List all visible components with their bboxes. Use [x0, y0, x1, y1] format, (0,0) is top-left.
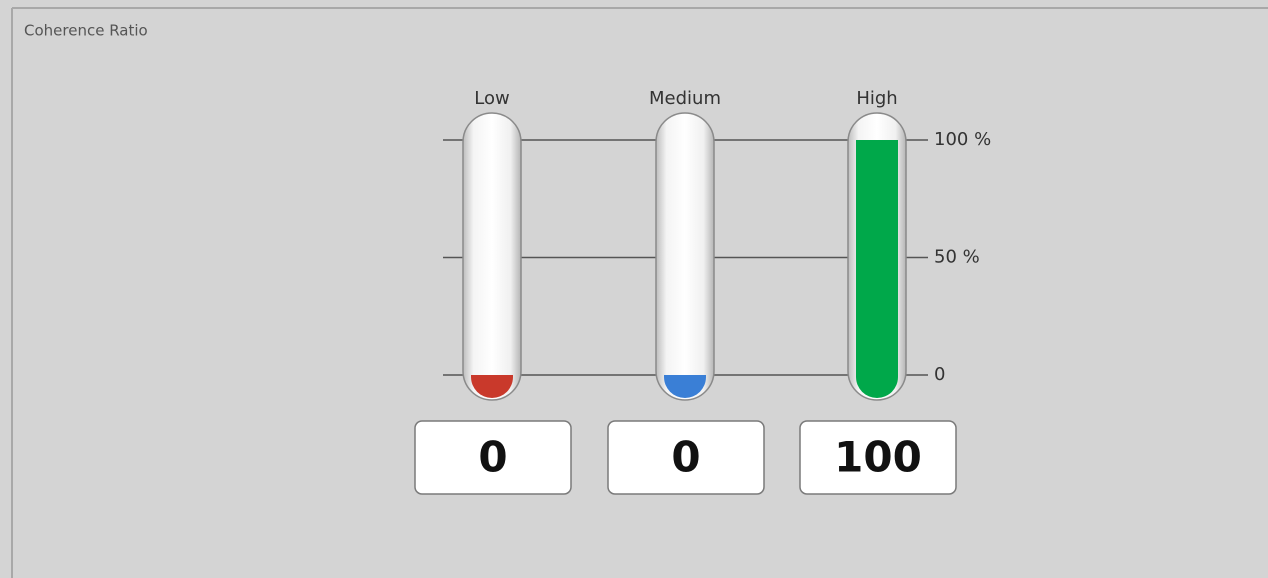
bar: [856, 140, 898, 398]
value-box: [607, 420, 765, 495]
value-label: 0: [671, 433, 700, 482]
y-tick-label: 0: [934, 364, 945, 385]
bar: [471, 375, 513, 398]
category-label: Low: [474, 88, 509, 109]
value-box: [799, 420, 957, 495]
y-tick-label: 50 %: [934, 247, 980, 268]
value-label: 100: [834, 433, 922, 482]
gauge-tube: [462, 112, 522, 401]
category-label: High: [856, 88, 897, 109]
value-label: 0: [478, 433, 507, 482]
panel-title: Coherence Ratio: [24, 22, 148, 40]
gauge-tube: [655, 112, 715, 401]
bar: [664, 375, 706, 398]
value-box: [414, 420, 572, 495]
category-label: Medium: [649, 88, 721, 109]
y-tick-label: 100 %: [934, 129, 991, 150]
